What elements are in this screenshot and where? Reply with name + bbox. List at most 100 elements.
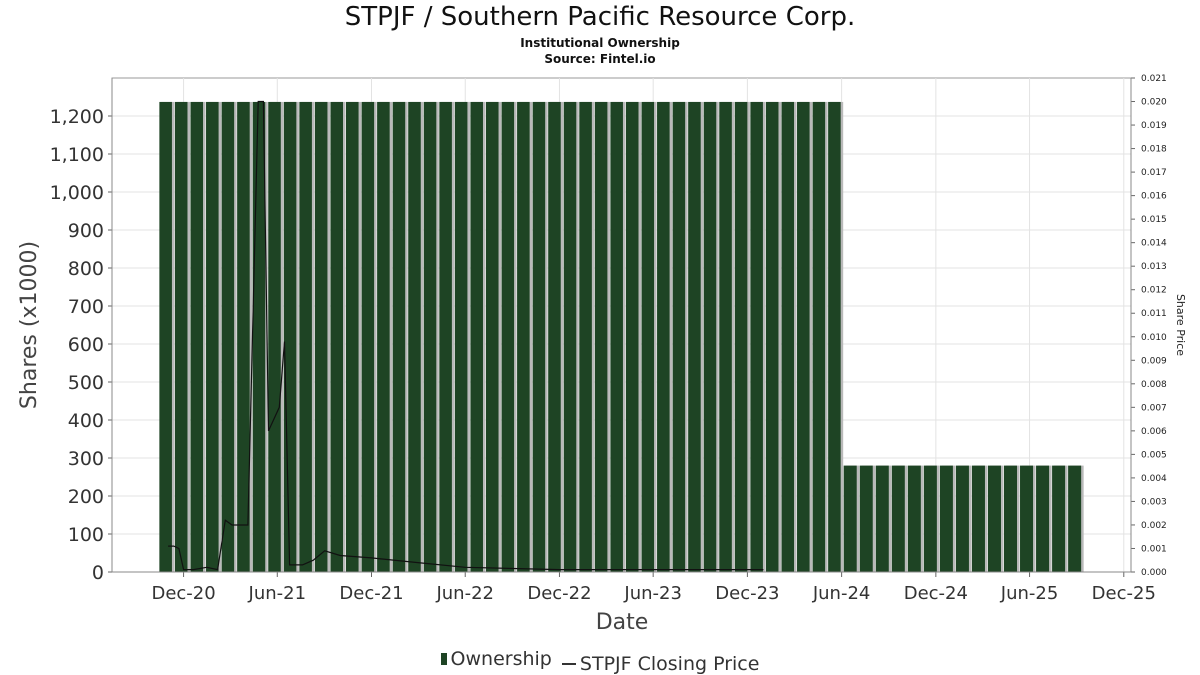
y2-tick-label: 0.021 bbox=[1141, 74, 1167, 84]
y-tick-label: 1,100 bbox=[50, 144, 104, 166]
y2-tick-label: 0.011 bbox=[1141, 309, 1167, 319]
price-line bbox=[168, 100, 764, 571]
y2-tick-label: 0.018 bbox=[1141, 145, 1167, 155]
y-tick-label: 300 bbox=[68, 448, 104, 470]
legend-line-swatch bbox=[561, 663, 576, 665]
ownership-bar bbox=[688, 101, 701, 572]
ownership-bar bbox=[812, 101, 826, 572]
y2-tick-label: 0.013 bbox=[1141, 262, 1167, 272]
ownership-bar bbox=[423, 101, 437, 572]
y2-tick-label: 0.000 bbox=[1141, 568, 1167, 578]
legend-bar-swatch bbox=[440, 653, 447, 665]
ownership-bar bbox=[268, 101, 281, 572]
ownership-bar bbox=[610, 101, 623, 572]
y2-tick-label: 0.002 bbox=[1141, 521, 1167, 531]
ownership-bar bbox=[346, 101, 359, 572]
x-tick-label: Dec-23 bbox=[715, 583, 779, 604]
ownership-bar bbox=[237, 101, 250, 572]
ownership-bar bbox=[190, 101, 204, 572]
y2-tick-label: 0.019 bbox=[1141, 121, 1167, 131]
ownership-bar bbox=[330, 101, 344, 572]
ownership-bar bbox=[1068, 465, 1082, 572]
y2-tick-label: 0.009 bbox=[1141, 356, 1167, 366]
ownership-bar bbox=[1003, 465, 1018, 572]
y-axis-label: Shares (x1000) bbox=[17, 241, 42, 409]
y2-tick-label: 0.007 bbox=[1141, 403, 1167, 413]
y-tick-label: 0 bbox=[92, 562, 104, 584]
x-tick-label: Dec-20 bbox=[151, 583, 215, 604]
chart-subtitle: Institutional Ownership bbox=[520, 36, 680, 50]
x-axis-label: Date bbox=[596, 610, 649, 635]
y-tick-label: 800 bbox=[68, 258, 104, 280]
y2-tick-label: 0.015 bbox=[1141, 215, 1167, 225]
ownership-bar bbox=[252, 101, 266, 572]
y-tick-label: 400 bbox=[68, 410, 104, 432]
y2-tick-label: 0.017 bbox=[1141, 168, 1167, 178]
ownership-bar bbox=[159, 101, 172, 572]
ownership-bar bbox=[221, 101, 235, 572]
y2-tick-label: 0.020 bbox=[1141, 98, 1167, 108]
ownership-bar bbox=[361, 101, 375, 572]
ownership-bar bbox=[625, 101, 639, 572]
chart-title: STPJF / Southern Pacific Resource Corp. bbox=[344, 2, 856, 32]
y2-tick-label: 0.001 bbox=[1141, 544, 1167, 554]
x-tick-label: Dec-21 bbox=[339, 583, 403, 604]
ownership-bar bbox=[765, 101, 779, 572]
ownership-bar bbox=[1036, 465, 1050, 572]
x-tick-label: Dec-24 bbox=[904, 583, 968, 604]
y-tick-label: 700 bbox=[68, 296, 104, 318]
ownership-bar bbox=[1052, 465, 1066, 572]
x-tick-label: Dec-22 bbox=[527, 583, 591, 604]
ownership-bar bbox=[392, 101, 406, 572]
ownership-bar bbox=[439, 101, 452, 572]
legend-ownership[interactable]: Ownership bbox=[440, 648, 552, 670]
y2-tick-label: 0.010 bbox=[1141, 333, 1167, 343]
ownership-bar bbox=[939, 465, 953, 572]
ownership-bar bbox=[907, 465, 921, 572]
y-tick-label: 900 bbox=[68, 220, 104, 242]
ownership-bar bbox=[470, 101, 483, 572]
legend-price[interactable]: STPJF Closing Price bbox=[561, 653, 760, 675]
y2-axis-label: Share Price bbox=[1174, 294, 1187, 356]
ownership-bar bbox=[750, 101, 763, 572]
ownership-bar bbox=[174, 101, 188, 572]
y-tick-label: 1,000 bbox=[50, 182, 104, 204]
ownership-bar bbox=[797, 101, 810, 572]
y-tick-label: 200 bbox=[68, 486, 104, 508]
ownership-bar bbox=[377, 101, 390, 572]
ownership-bar bbox=[875, 465, 889, 572]
ownership-bar bbox=[734, 101, 748, 572]
x-tick-label: Jun-22 bbox=[435, 583, 494, 604]
ownership-bar bbox=[843, 465, 857, 572]
ownership-bar bbox=[955, 465, 969, 572]
x-tick-label: Jun-24 bbox=[812, 583, 871, 604]
legend-price-label: STPJF Closing Price bbox=[579, 653, 760, 675]
y2-tick-label: 0.005 bbox=[1141, 450, 1167, 460]
x-tick-label: Jun-25 bbox=[1000, 583, 1059, 604]
ownership-bar bbox=[548, 101, 561, 572]
ownership-bar bbox=[641, 101, 655, 572]
y2-tick-label: 0.006 bbox=[1141, 427, 1167, 437]
ownership-bar bbox=[719, 101, 732, 572]
ownership-bar bbox=[672, 101, 686, 572]
ownership-bar bbox=[299, 101, 312, 572]
y2-tick-label: 0.014 bbox=[1141, 239, 1167, 249]
ownership-bar bbox=[594, 101, 608, 572]
y-tick-label: 600 bbox=[68, 334, 104, 356]
ownership-bar bbox=[971, 465, 985, 572]
y2-tick-label: 0.012 bbox=[1141, 286, 1167, 296]
ownership-bar bbox=[532, 101, 546, 572]
y-tick-label: 500 bbox=[68, 372, 104, 394]
legend-ownership-label: Ownership bbox=[450, 648, 552, 670]
ownership-bar bbox=[314, 101, 328, 572]
ownership-bar bbox=[891, 465, 905, 572]
ownership-bar bbox=[923, 465, 937, 572]
y2-tick-label: 0.016 bbox=[1141, 192, 1167, 202]
ownership-bar bbox=[1020, 465, 1034, 572]
y-tick-label: 1,200 bbox=[50, 106, 104, 128]
y-tick-label: 100 bbox=[68, 524, 104, 546]
x-tick-label: Dec-25 bbox=[1092, 583, 1156, 604]
ownership-bar bbox=[859, 465, 873, 572]
ownership-bar bbox=[987, 465, 1001, 572]
